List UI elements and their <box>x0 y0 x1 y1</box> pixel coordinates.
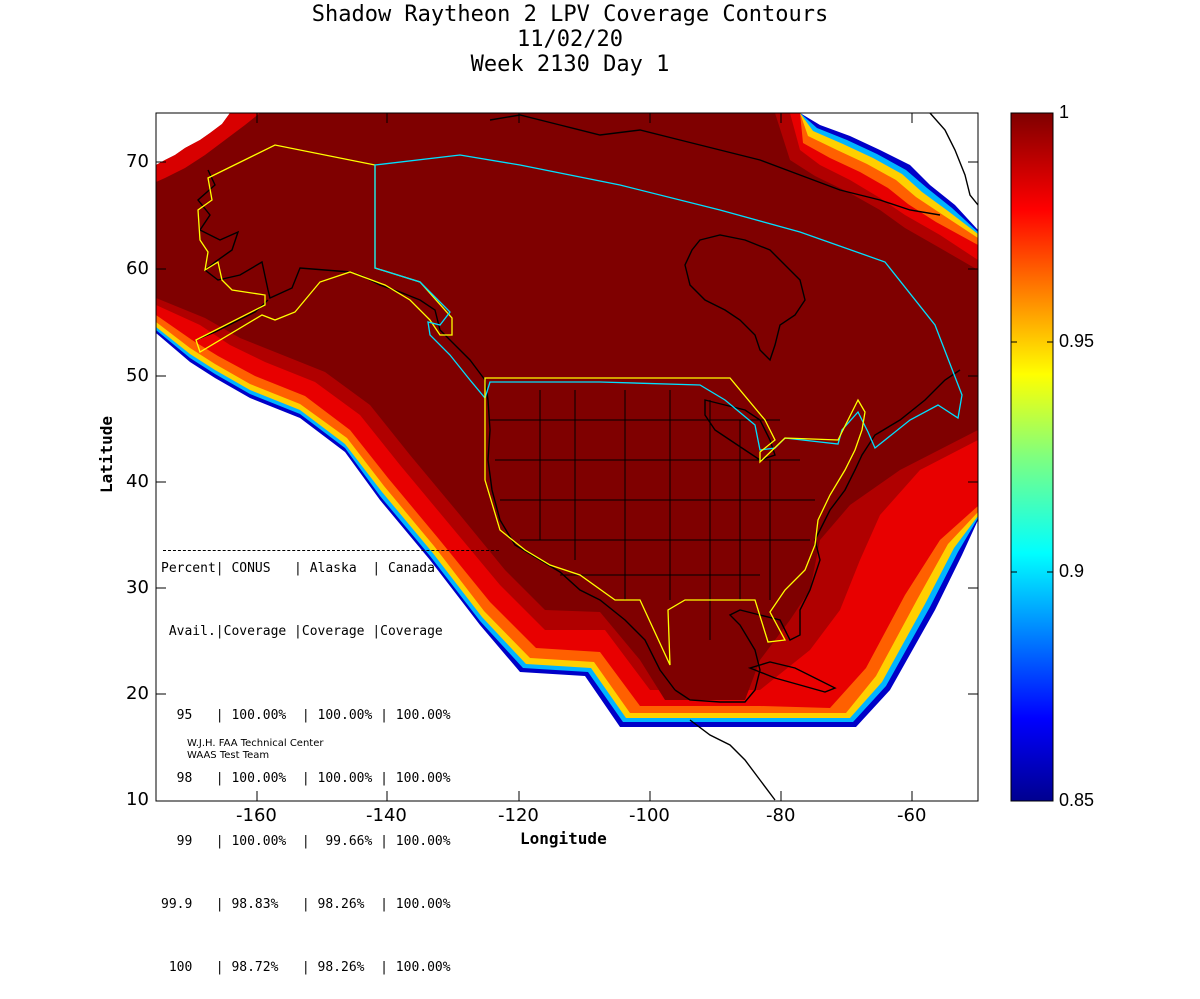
x-tick-label: -60 <box>897 805 927 826</box>
y-axis-label: Latitude <box>97 415 117 494</box>
y-tick-label: 20 <box>126 683 149 704</box>
greenland-edge <box>929 113 978 206</box>
coverage-boundaries <box>195 144 963 666</box>
colorbar-tick-label: 0.85 <box>1059 790 1095 810</box>
gulf-coast <box>674 369 961 703</box>
coverage-contours <box>156 113 978 727</box>
y-tick-label: 30 <box>126 577 149 598</box>
chart-title-line-3: Week 2130 Day 1 <box>470 52 670 77</box>
conus-boundary <box>484 377 866 666</box>
contour-full-coverage <box>156 113 978 700</box>
x-tick-label: -120 <box>498 805 539 826</box>
colorbar-tick-label: 0.95 <box>1059 331 1095 351</box>
state-grid-v <box>539 390 771 640</box>
central-america <box>689 719 776 801</box>
state-lines <box>490 390 815 640</box>
stats-divider <box>163 550 499 551</box>
contour-top-left-edge <box>156 113 230 165</box>
stats-row: 99.9 | 98.83% | 98.26% | 100.00% <box>161 897 451 912</box>
colorbar-ticks <box>1011 341 1053 573</box>
plot-frame <box>155 112 979 802</box>
cuba <box>747 661 837 693</box>
x-tick-label: -100 <box>629 805 670 826</box>
stats-row: 99 | 100.00% | 99.66% | 100.00% <box>161 834 451 849</box>
great-lakes <box>704 399 776 461</box>
y-tick-label: 70 <box>126 151 149 172</box>
y-tick-label: 40 <box>126 471 149 492</box>
coastlines <box>195 113 978 801</box>
credit-line-1: W.J.H. FAA Technical Center <box>187 738 324 749</box>
y-tick-label: 50 <box>126 365 149 386</box>
colorbar-tick-label: 0.9 <box>1059 561 1085 581</box>
y-tick-label: 60 <box>126 258 149 279</box>
stats-row: 100 | 98.72% | 98.26% | 100.00% <box>161 960 451 975</box>
alaska-boundary <box>195 144 453 353</box>
chart-title-line-1: Shadow Raytheon 2 LPV Coverage Contours <box>311 2 829 27</box>
stats-header-2: Avail.|Coverage |Coverage |Coverage <box>161 624 443 639</box>
x-axis-label: Longitude <box>520 829 607 848</box>
arctic-islands <box>489 114 941 216</box>
stats-header-1: Percent| CONUS | Alaska | Canada <box>161 561 435 576</box>
x-tick-label: -80 <box>766 805 796 826</box>
chart-title-line-2: 11/02/20 <box>517 27 623 52</box>
state-grid-h <box>490 419 815 576</box>
tick-marks <box>156 113 978 801</box>
credit-line-2: WAAS Test Team <box>187 750 270 761</box>
colorbar <box>1010 112 1054 802</box>
hudson-bay <box>684 234 806 362</box>
stats-row: 98 | 100.00% | 100.00% | 100.00% <box>161 771 451 786</box>
x-tick-label: -140 <box>366 805 407 826</box>
x-tick-label: -160 <box>236 805 277 826</box>
stats-row: 95 | 100.00% | 100.00% | 100.00% <box>161 708 451 723</box>
colorbar-tick-label: 1 <box>1059 102 1070 122</box>
contour-top-left-red <box>156 113 260 182</box>
pacific-coast <box>439 329 676 691</box>
alaska-coast <box>197 169 441 331</box>
coverage-map <box>155 112 1054 802</box>
y-tick-label: 10 <box>126 789 149 810</box>
